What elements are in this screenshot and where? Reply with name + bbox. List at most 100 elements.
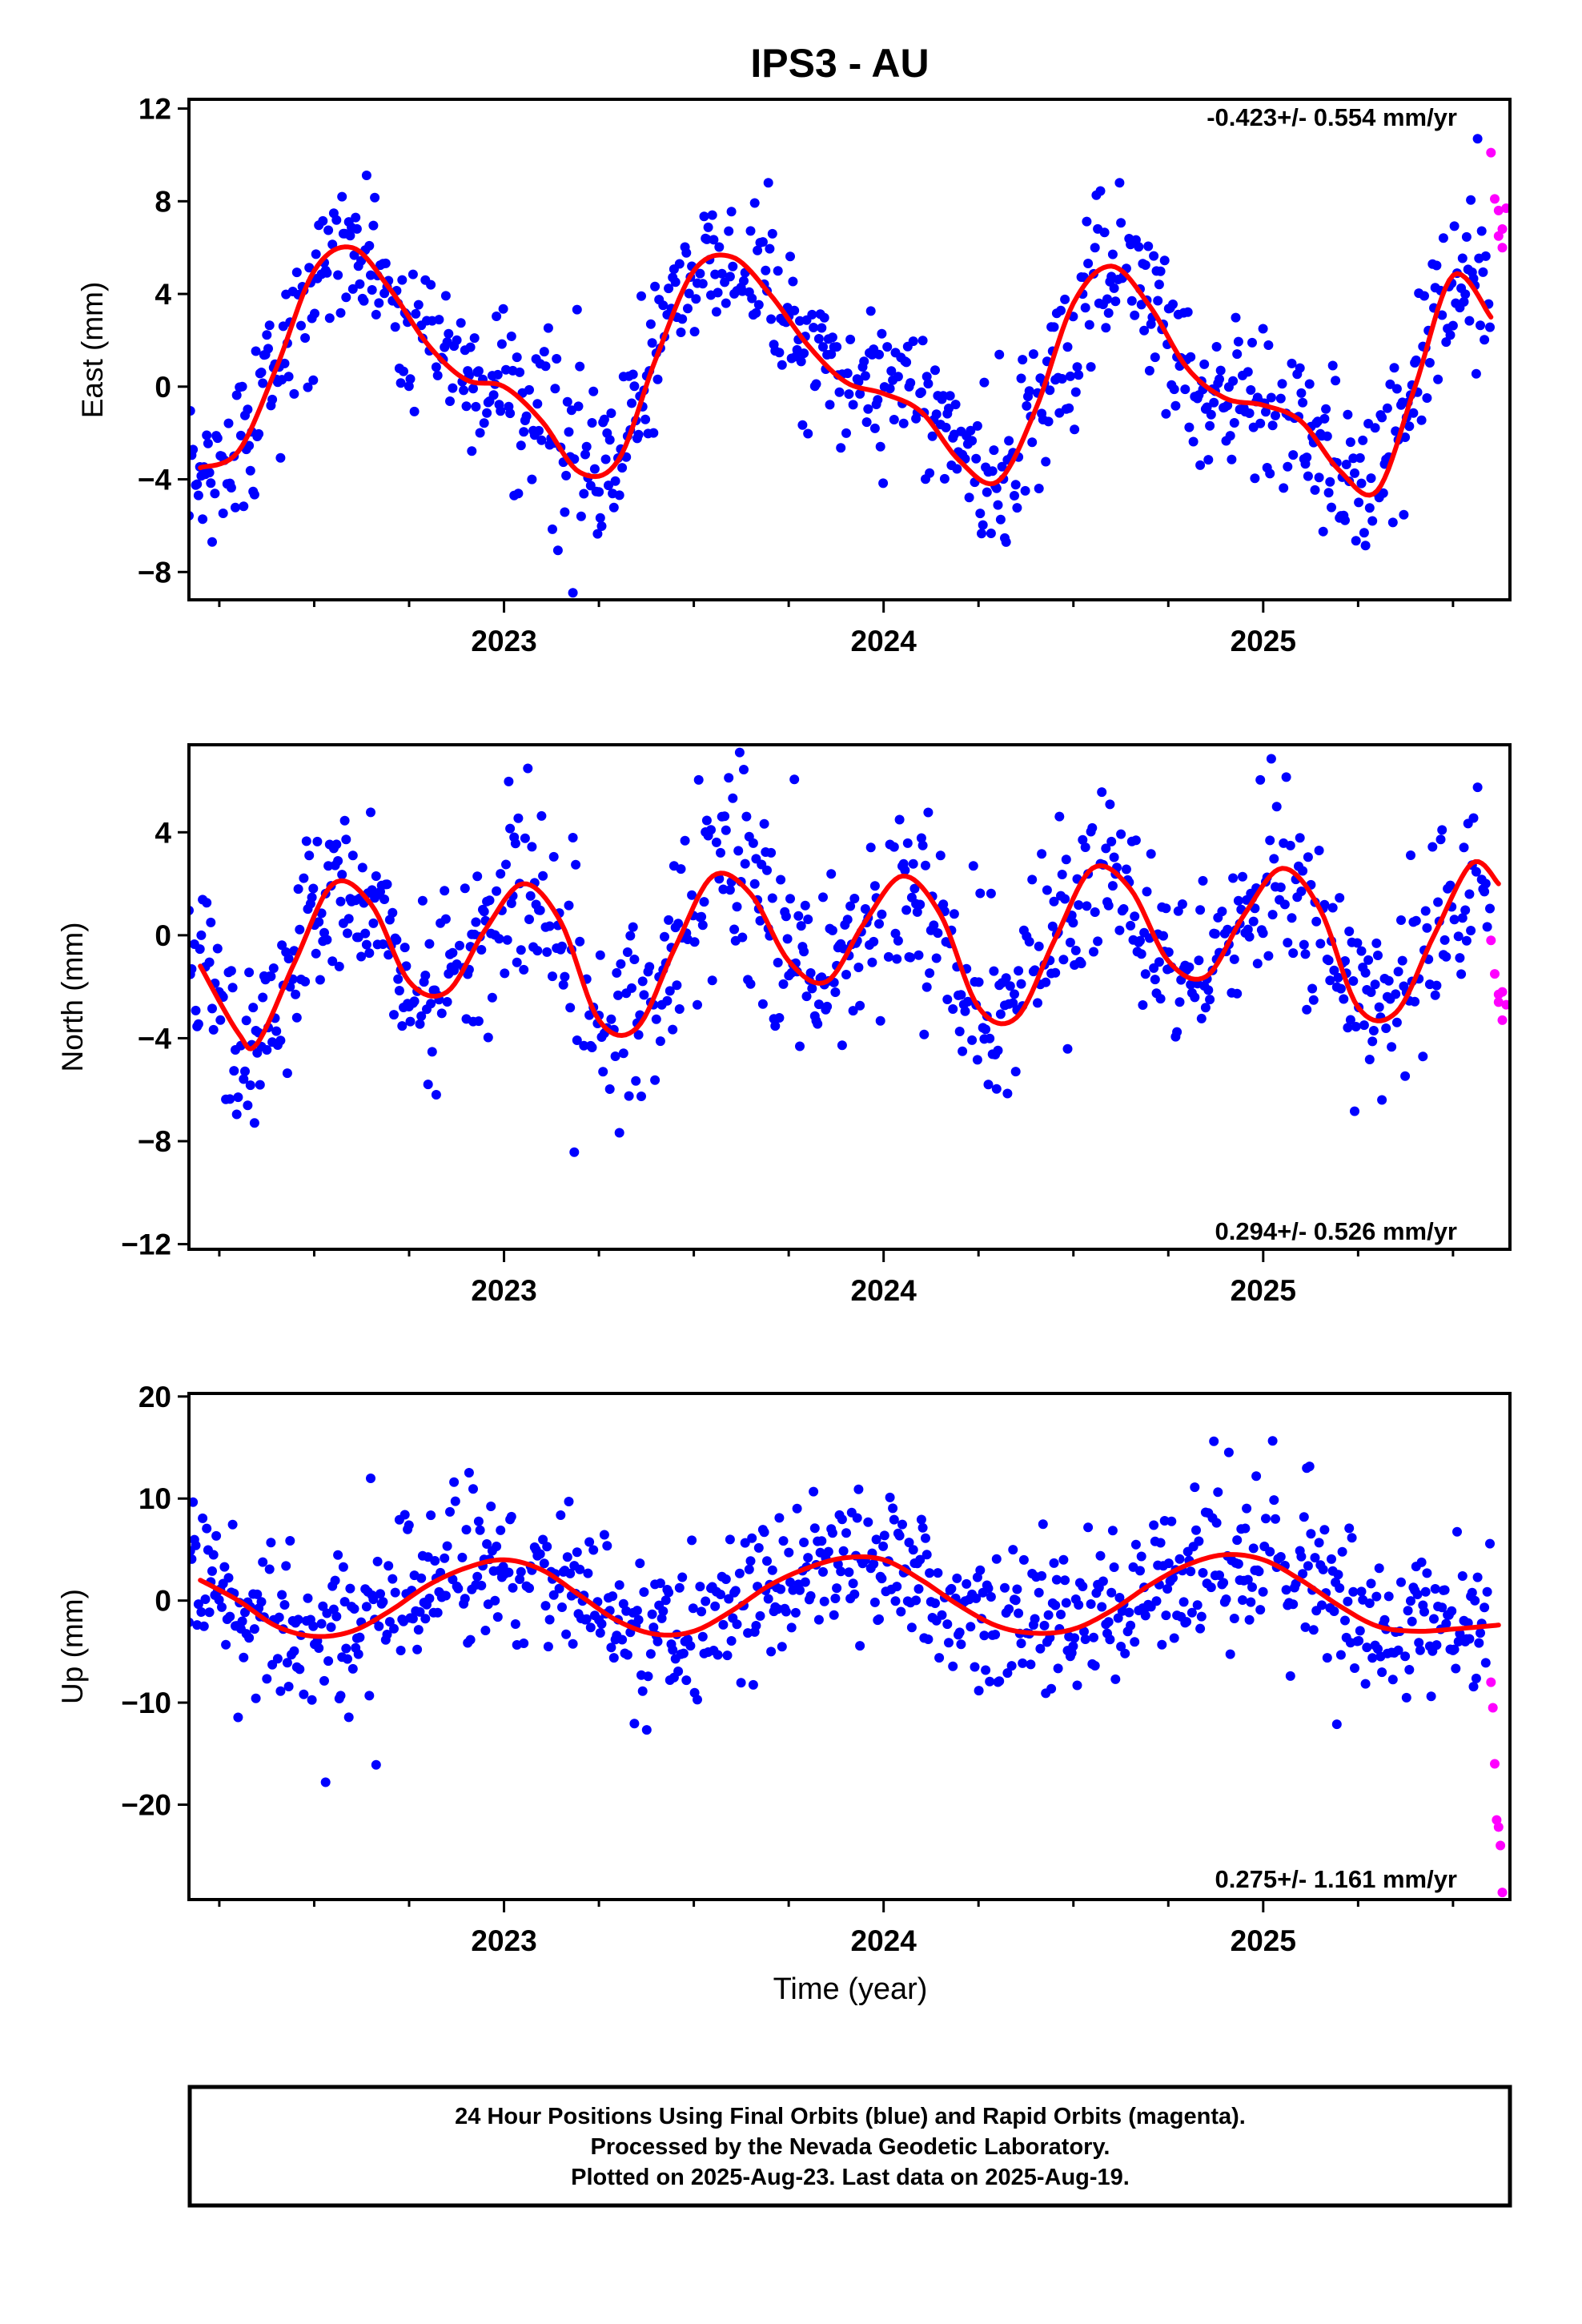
north-final-point-56	[271, 1026, 282, 1036]
up-final-point-12	[202, 1523, 212, 1534]
north-final-point-606	[1140, 969, 1150, 979]
north-final-point-374	[776, 875, 786, 885]
up-final-point-809	[1452, 1526, 1462, 1537]
east-final-point-484	[964, 493, 974, 503]
up-final-point-441	[874, 1614, 884, 1624]
north-final-point-768	[1400, 1071, 1411, 1081]
east-final-point-423	[865, 306, 876, 316]
north-final-point-360	[755, 915, 765, 926]
east-final-point-232	[560, 507, 570, 517]
up-final-point-28	[223, 1573, 234, 1583]
up-final-point-425	[848, 1578, 858, 1589]
up-final-point-638	[1182, 1617, 1191, 1627]
east-final-point-428	[873, 395, 883, 405]
north-final-point-755	[1377, 1095, 1387, 1105]
east-final-point-587	[1126, 296, 1137, 306]
north-final-point-602	[1135, 935, 1145, 946]
east-final-point-164	[445, 396, 455, 406]
north-final-point-437	[867, 957, 877, 967]
up-final-point-268	[602, 1541, 612, 1551]
up-final-point-294	[641, 1725, 652, 1735]
east-final-point-143	[405, 374, 416, 384]
up-final-point-286	[629, 1719, 640, 1729]
north-final-point-339	[725, 885, 735, 895]
north-final-point-4	[191, 1005, 201, 1015]
east-final-point-369	[777, 360, 787, 370]
up-final-point-626	[1163, 1558, 1174, 1569]
north-final-point-220	[519, 964, 529, 975]
up-final-point-817	[1464, 1634, 1475, 1644]
figure-title: IPS3 - AU	[750, 41, 929, 86]
up-final-point-72	[289, 1646, 299, 1656]
east-final-point-641	[1206, 409, 1216, 420]
up-final-point-231	[544, 1614, 555, 1625]
east-final-point-503	[994, 349, 1005, 360]
east-final-point-580	[1114, 178, 1125, 188]
up-final-point-513	[983, 1583, 994, 1594]
up-final-point-827	[1480, 1602, 1490, 1613]
north-final-point-808	[1468, 813, 1479, 823]
east-final-point-415	[853, 376, 864, 387]
footer-frame	[187, 2085, 1512, 2208]
up-final-point-181	[461, 1525, 472, 1535]
north-final-point-99	[335, 896, 346, 907]
up-final-point-451	[888, 1503, 898, 1514]
east-final-point-250	[588, 386, 599, 396]
north-final-point-718	[1323, 955, 1334, 966]
up-final-point-463	[904, 1538, 914, 1548]
up-final-point-297	[647, 1609, 657, 1619]
up-final-point-808	[1451, 1663, 1461, 1674]
up-final-point-774	[1401, 1692, 1411, 1703]
east-final-point-513	[1010, 491, 1019, 501]
up-final-point-549	[1043, 1610, 1054, 1620]
north-final-point-801	[1459, 842, 1469, 853]
up-final-point-642	[1186, 1607, 1197, 1618]
east-final-point-811	[1471, 368, 1481, 379]
north-final-point-280	[627, 983, 636, 993]
north-final-point-161	[426, 999, 436, 1009]
north-final-point-12	[204, 957, 215, 967]
up-final-point-394	[799, 1538, 809, 1547]
up-final-point-607	[1135, 1566, 1145, 1576]
north-final-point-11	[202, 898, 212, 908]
east-final-point-656	[1228, 376, 1239, 386]
north-final-point-14	[207, 1003, 217, 1014]
east-final-point-211	[524, 384, 534, 395]
north-final-point-82	[312, 836, 323, 846]
north-final-point-54	[268, 963, 279, 973]
north-final-point-19	[215, 1015, 226, 1025]
east-final-point-394	[817, 323, 827, 333]
up-final-point-511	[981, 1665, 991, 1675]
up-final-point-69	[285, 1536, 295, 1546]
up-final-point-438	[869, 1597, 880, 1607]
north-final-point-279	[625, 931, 636, 941]
north-final-point-802	[1460, 905, 1471, 915]
east-final-point-801	[1457, 253, 1468, 263]
north-final-point-104	[343, 928, 352, 939]
east-final-point-83	[311, 249, 321, 259]
east-final-point-753	[1382, 403, 1392, 413]
up-final-point-329	[697, 1606, 707, 1617]
north-final-point-690	[1275, 883, 1286, 892]
up-final-point-556	[1053, 1663, 1063, 1674]
east-final-point-363	[767, 228, 777, 239]
up-final-point-583	[1095, 1550, 1106, 1561]
north-final-point-393	[803, 915, 813, 924]
north-final-point-704	[1299, 939, 1309, 950]
up-final-point-733	[1333, 1570, 1343, 1580]
east-final-point-781	[1424, 358, 1435, 368]
north-final-point-589	[1116, 829, 1126, 839]
east-final-point-110	[355, 279, 365, 289]
up-final-point-532	[1016, 1638, 1026, 1649]
up-final-point-213	[510, 1619, 520, 1629]
north-final-point-297	[655, 1036, 665, 1047]
north-final-point-626	[1173, 906, 1183, 916]
north-final-point-272	[613, 990, 623, 1000]
north-final-point-426	[849, 894, 860, 903]
north-final-point-149	[405, 1016, 416, 1027]
up-final-point-711	[1300, 1622, 1311, 1632]
east-final-point-468	[939, 473, 950, 484]
east-final-point-319	[695, 268, 705, 279]
east-final-point-196	[498, 304, 508, 314]
north-final-point-502	[975, 888, 986, 899]
